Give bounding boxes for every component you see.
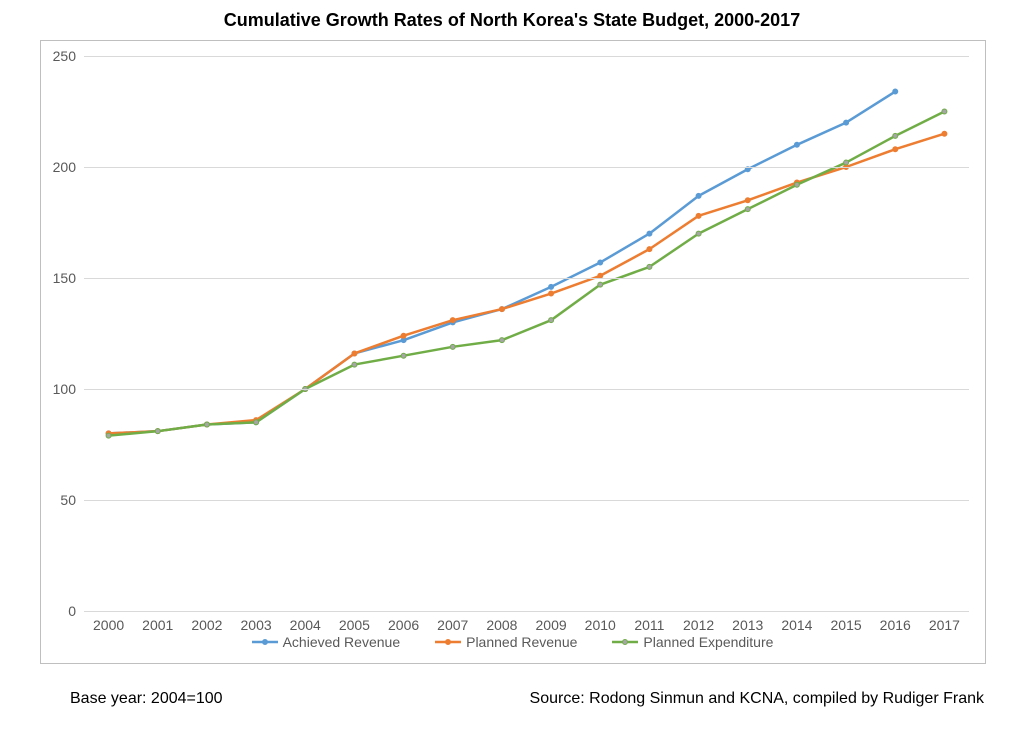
legend-label: Planned Revenue bbox=[466, 634, 577, 650]
footnote-source: Source: Rodong Sinmun and KCNA, compiled… bbox=[530, 690, 984, 708]
series-marker bbox=[598, 260, 603, 265]
series-marker bbox=[647, 264, 652, 269]
chart-container: Cumulative Growth Rates of North Korea's… bbox=[0, 0, 1024, 730]
x-axis-label: 2016 bbox=[870, 617, 920, 633]
x-axis-label: 2009 bbox=[526, 617, 576, 633]
x-axis-label: 2011 bbox=[624, 617, 674, 633]
y-axis-label: 50 bbox=[41, 492, 76, 508]
x-axis-label: 2008 bbox=[477, 617, 527, 633]
x-axis-label: 2012 bbox=[674, 617, 724, 633]
series-marker bbox=[401, 333, 406, 338]
series-marker bbox=[647, 231, 652, 236]
series-marker bbox=[794, 182, 799, 187]
series-line bbox=[109, 112, 945, 436]
series-marker bbox=[155, 429, 160, 434]
x-axis-label: 2006 bbox=[379, 617, 429, 633]
legend-item: Achieved Revenue bbox=[251, 634, 401, 650]
x-axis-label: 2007 bbox=[428, 617, 478, 633]
x-axis-label: 2014 bbox=[772, 617, 822, 633]
series-marker bbox=[450, 344, 455, 349]
series-marker bbox=[893, 133, 898, 138]
x-axis-label: 2015 bbox=[821, 617, 871, 633]
series-marker bbox=[106, 433, 111, 438]
x-axis-label: 2002 bbox=[182, 617, 232, 633]
plot-area: 0501001502002502000200120022003200420052… bbox=[84, 56, 969, 611]
series-marker bbox=[893, 89, 898, 94]
series-marker bbox=[352, 351, 357, 356]
series-marker bbox=[745, 198, 750, 203]
x-axis-label: 2000 bbox=[84, 617, 134, 633]
series-marker bbox=[696, 213, 701, 218]
series-marker bbox=[942, 131, 947, 136]
x-axis-label: 2001 bbox=[133, 617, 183, 633]
x-axis-label: 2003 bbox=[231, 617, 281, 633]
chart-legend: Achieved Revenue Planned Revenue Planned E… bbox=[40, 634, 984, 650]
series-marker bbox=[549, 291, 554, 296]
series-marker bbox=[794, 142, 799, 147]
legend-label: Achieved Revenue bbox=[283, 634, 401, 650]
legend-swatch bbox=[434, 635, 466, 649]
x-axis-label: 2013 bbox=[723, 617, 773, 633]
legend-item: Planned Revenue bbox=[434, 634, 577, 650]
gridline bbox=[84, 278, 969, 279]
legend-swatch bbox=[611, 635, 643, 649]
gridline bbox=[84, 611, 969, 612]
y-axis-label: 250 bbox=[41, 48, 76, 64]
gridline bbox=[84, 167, 969, 168]
series-marker bbox=[352, 362, 357, 367]
x-axis-label: 2010 bbox=[575, 617, 625, 633]
x-axis-label: 2005 bbox=[329, 617, 379, 633]
series-marker bbox=[499, 338, 504, 343]
series-marker bbox=[647, 247, 652, 252]
x-axis-label: 2004 bbox=[280, 617, 330, 633]
y-axis-label: 100 bbox=[41, 381, 76, 397]
legend-swatch bbox=[251, 635, 283, 649]
chart-svg bbox=[84, 56, 969, 611]
series-marker bbox=[942, 109, 947, 114]
series-marker bbox=[844, 120, 849, 125]
series-marker bbox=[696, 231, 701, 236]
series-marker bbox=[745, 207, 750, 212]
y-axis-label: 200 bbox=[41, 159, 76, 175]
gridline bbox=[84, 500, 969, 501]
series-marker bbox=[450, 318, 455, 323]
series-marker bbox=[598, 282, 603, 287]
footnote-base-year: Base year: 2004=100 bbox=[70, 690, 223, 708]
gridline bbox=[84, 56, 969, 57]
series-marker bbox=[549, 284, 554, 289]
series-marker bbox=[499, 307, 504, 312]
series-marker bbox=[254, 420, 259, 425]
legend-item: Planned Expenditure bbox=[611, 634, 773, 650]
plot-frame: 0501001502002502000200120022003200420052… bbox=[40, 40, 986, 664]
series-marker bbox=[549, 318, 554, 323]
gridline bbox=[84, 389, 969, 390]
series-marker bbox=[844, 160, 849, 165]
series-marker bbox=[401, 353, 406, 358]
series-line bbox=[109, 92, 896, 434]
series-marker bbox=[696, 193, 701, 198]
series-marker bbox=[204, 422, 209, 427]
y-axis-label: 0 bbox=[41, 603, 76, 619]
series-marker bbox=[893, 147, 898, 152]
x-axis-label: 2017 bbox=[919, 617, 969, 633]
chart-title: Cumulative Growth Rates of North Korea's… bbox=[0, 10, 1024, 31]
y-axis-label: 150 bbox=[41, 270, 76, 286]
legend-label: Planned Expenditure bbox=[643, 634, 773, 650]
